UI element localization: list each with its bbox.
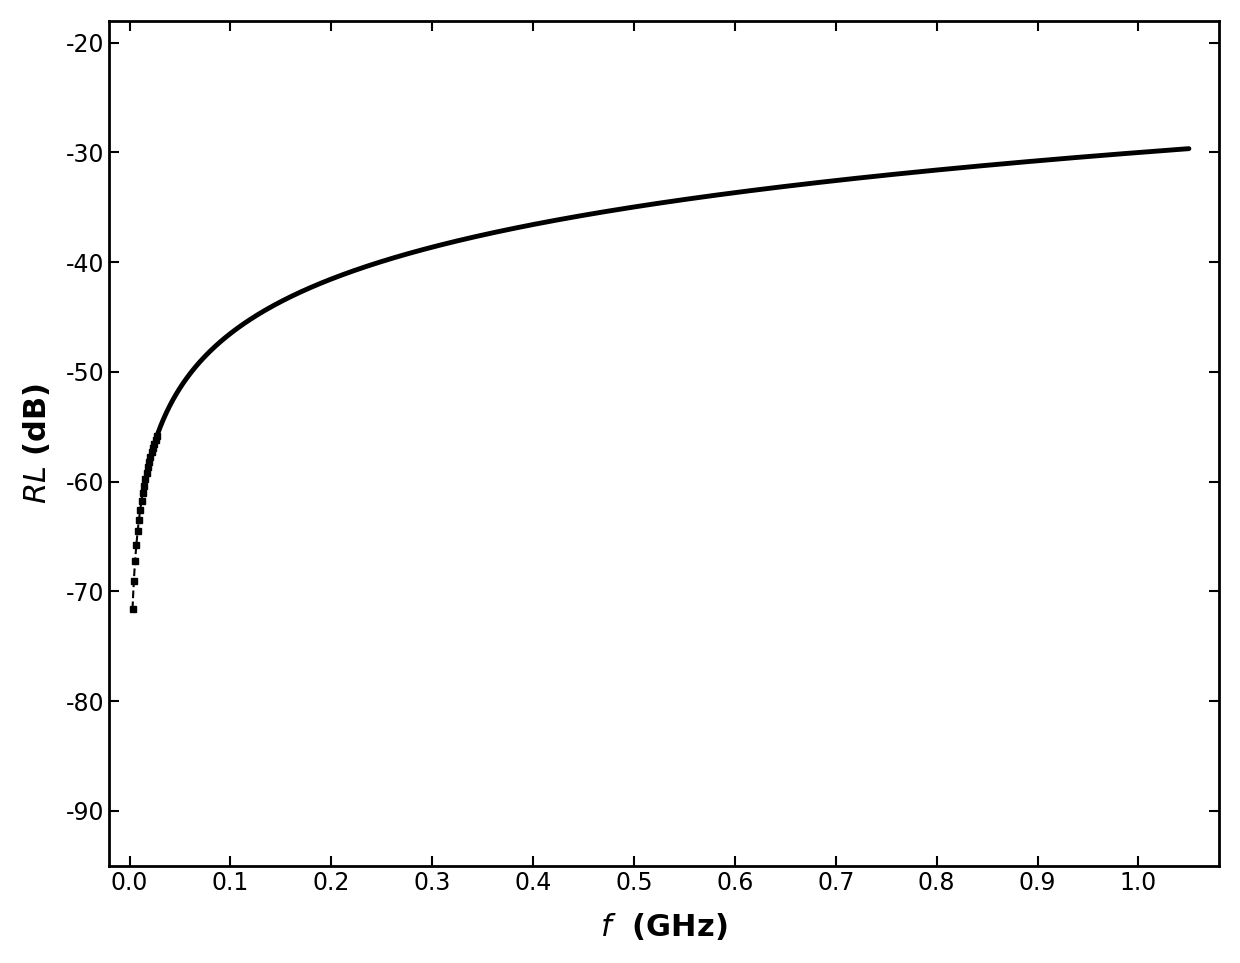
X-axis label: $f$  (GHz): $f$ (GHz): [600, 911, 728, 942]
Y-axis label: $RL$ (dB): $RL$ (dB): [21, 382, 52, 504]
